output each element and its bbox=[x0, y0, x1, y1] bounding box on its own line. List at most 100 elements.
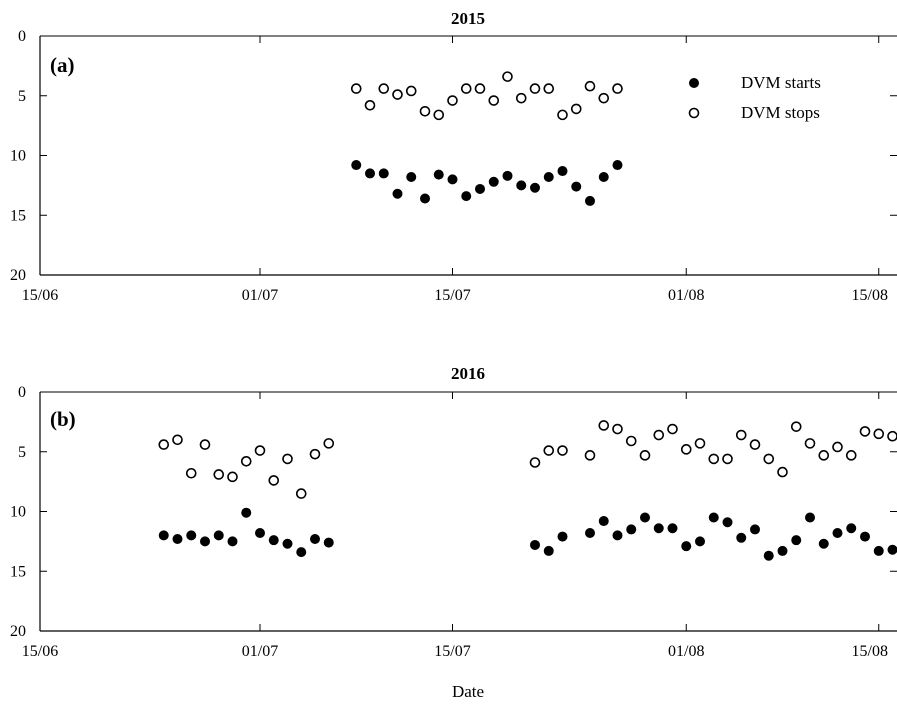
data-point-dvm-stop bbox=[172, 434, 183, 446]
data-point-dvm-stop bbox=[282, 453, 293, 465]
data-point-dvm-start bbox=[488, 176, 499, 187]
data-point-dvm-start bbox=[255, 528, 265, 539]
panel-label: (a) bbox=[50, 53, 75, 77]
data-point-dvm-stop bbox=[694, 438, 706, 449]
y-tick-label: 10 bbox=[10, 504, 26, 521]
data-point-dvm-stop bbox=[653, 429, 665, 441]
data-point-dvm-stop bbox=[447, 95, 458, 106]
data-point-dvm-start bbox=[310, 533, 320, 544]
x-tick-label: 15/06 bbox=[22, 287, 58, 304]
x-tick-label: 01/08 bbox=[668, 287, 704, 304]
data-point-dvm-start bbox=[640, 512, 650, 523]
data-point-dvm-stop bbox=[543, 83, 555, 94]
data-point-dvm-start bbox=[241, 507, 252, 518]
data-point-dvm-stop bbox=[199, 439, 211, 450]
data-point-dvm-start bbox=[598, 172, 609, 183]
data-point-dvm-start bbox=[200, 536, 210, 547]
data-point-dvm-stop bbox=[708, 453, 720, 465]
y-tick-label: 15 bbox=[10, 207, 26, 224]
data-point-dvm-start bbox=[296, 547, 307, 558]
y-tick-label: 0 bbox=[18, 384, 26, 401]
x-tick-label: 01/08 bbox=[668, 643, 704, 660]
y-tick-label: 0 bbox=[18, 28, 26, 45]
y-tick-label: 20 bbox=[10, 267, 26, 284]
data-point-dvm-start bbox=[598, 516, 609, 527]
data-point-dvm-stop bbox=[680, 444, 692, 455]
legend-label: DVM stops bbox=[741, 103, 820, 122]
data-point-dvm-stop bbox=[405, 85, 417, 97]
data-point-dvm-start bbox=[268, 535, 279, 546]
chart-title: 2016 bbox=[451, 364, 485, 383]
data-point-dvm-stop bbox=[570, 103, 582, 115]
data-point-dvm-stop bbox=[873, 428, 885, 440]
data-point-dvm-start bbox=[378, 168, 389, 179]
data-point-dvm-stop bbox=[227, 471, 238, 483]
data-point-dvm-start bbox=[873, 545, 884, 556]
data-point-dvm-start bbox=[186, 530, 197, 541]
data-point-dvm-start bbox=[461, 191, 472, 202]
y-tick-label: 5 bbox=[18, 444, 26, 461]
data-point-dvm-start bbox=[406, 172, 417, 183]
x-tick-label: 15/07 bbox=[434, 287, 470, 304]
data-point-dvm-start bbox=[860, 531, 870, 542]
data-point-dvm-stop bbox=[667, 423, 678, 435]
data-point-dvm-stop bbox=[543, 445, 555, 456]
data-point-dvm-start bbox=[365, 168, 375, 179]
data-point-dvm-stop bbox=[722, 453, 733, 465]
data-point-dvm-start bbox=[667, 523, 678, 534]
data-point-dvm-stop bbox=[777, 466, 788, 478]
data-point-dvm-start bbox=[516, 180, 527, 191]
data-point-dvm-stop bbox=[309, 448, 321, 460]
data-point-dvm-stop bbox=[557, 445, 568, 456]
data-point-dvm-start bbox=[530, 182, 540, 193]
data-point-dvm-start bbox=[805, 512, 815, 523]
data-point-dvm-start bbox=[447, 174, 458, 185]
data-point-dvm-stop bbox=[158, 439, 170, 450]
chart-panel-2016: 2016 (b) 0 5 10 15 20 15/06 01/07 15/07 01/08 15/08… bbox=[10, 364, 897, 701]
legend: DVM starts DVM stops bbox=[688, 73, 821, 122]
data-point-dvm-start bbox=[557, 531, 568, 542]
data-point-dvm-stop bbox=[295, 488, 307, 499]
data-point-dvm-start bbox=[736, 532, 747, 543]
data-point-dvm-stop bbox=[584, 80, 596, 92]
data-point-dvm-stop bbox=[735, 429, 747, 441]
data-point-dvm-stop bbox=[625, 435, 637, 447]
x-tick-label: 15/08 bbox=[852, 643, 888, 660]
legend-label: DVM starts bbox=[741, 73, 821, 92]
data-point-dvm-start bbox=[543, 545, 554, 556]
data-point-dvm-stop bbox=[763, 453, 775, 465]
data-point-dvm-start bbox=[791, 535, 802, 546]
data-point-dvm-start bbox=[475, 183, 485, 194]
data-point-dvm-start bbox=[351, 160, 362, 171]
data-point-dvm-stop bbox=[612, 83, 623, 94]
data-point-dvm-stop bbox=[185, 467, 197, 479]
data-point-dvm-start bbox=[832, 528, 843, 539]
data-point-dvm-stop bbox=[612, 423, 623, 435]
data-point-dvm-start bbox=[612, 160, 623, 171]
data-point-dvm-stop bbox=[515, 92, 527, 104]
data-point-dvm-start bbox=[433, 169, 444, 180]
data-point-dvm-stop bbox=[254, 445, 266, 456]
data-point-dvm-start bbox=[227, 536, 238, 547]
data-point-dvm-start bbox=[750, 524, 760, 535]
data-point-dvm-start bbox=[846, 523, 857, 534]
data-point-dvm-stop bbox=[419, 105, 431, 117]
data-point-dvm-start bbox=[777, 545, 788, 556]
data-point-dvm-stop bbox=[557, 109, 568, 121]
data-point-dvm-stop bbox=[818, 450, 830, 461]
data-point-dvm-start bbox=[530, 539, 540, 550]
y-tick-label: 20 bbox=[10, 623, 26, 640]
data-point-dvm-start bbox=[557, 166, 568, 177]
data-point-dvm-stop bbox=[392, 89, 403, 100]
data-point-dvm-start bbox=[282, 538, 293, 549]
data-point-dvm-stop bbox=[350, 83, 362, 94]
data-point-dvm-start bbox=[420, 193, 430, 204]
data-point-dvm-stop bbox=[859, 426, 871, 437]
data-point-dvm-stop bbox=[268, 475, 280, 486]
data-point-dvm-start bbox=[722, 517, 733, 528]
data-point-dvm-start bbox=[585, 528, 595, 539]
data-point-dvm-start bbox=[172, 533, 183, 544]
data-point-dvm-start bbox=[763, 550, 774, 561]
data-point-dvm-stop bbox=[598, 420, 610, 431]
